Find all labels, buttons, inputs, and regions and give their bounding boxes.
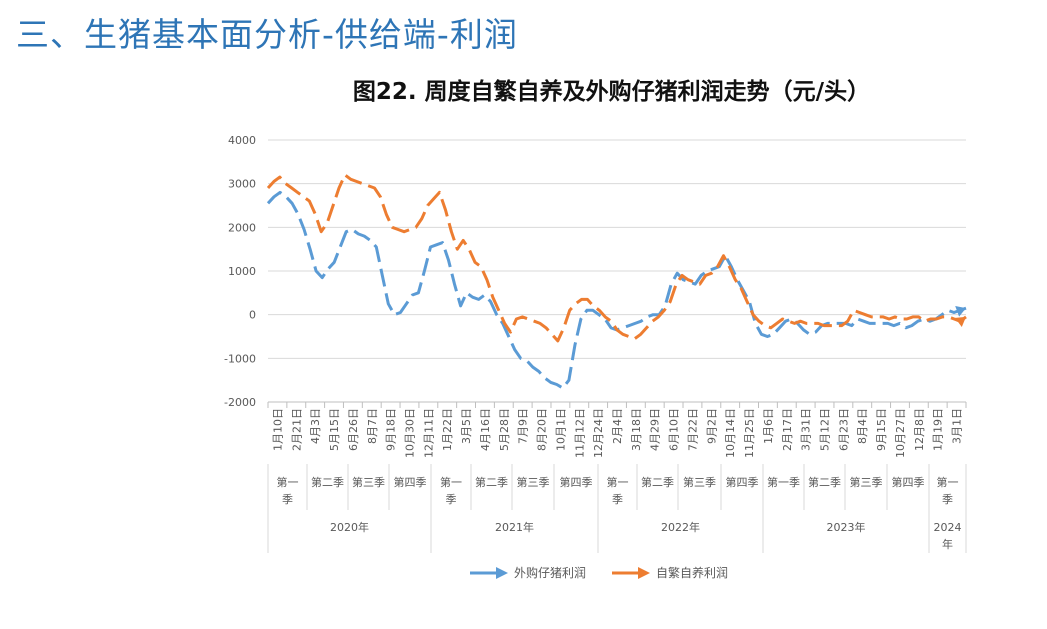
- x-date-label: 8月20日: [536, 408, 549, 451]
- x-date-label: 6月10日: [668, 408, 681, 451]
- x-date-label: 1月19日: [932, 408, 945, 451]
- year-label: 2021年: [495, 520, 534, 534]
- x-date-label: 12月8日: [913, 408, 926, 451]
- x-date-label: 1月22日: [441, 408, 454, 451]
- x-date-label: 4月3日: [309, 408, 322, 444]
- x-date-label: 5月15日: [328, 408, 341, 451]
- x-date-label: 1月10日: [271, 408, 284, 451]
- x-date-label: 11月12日: [573, 408, 586, 458]
- year-label: 2023年: [827, 520, 866, 534]
- x-date-label: 11月25日: [743, 408, 756, 458]
- year-label: 2024 年: [934, 521, 962, 551]
- x-date-label: 2月17日: [781, 408, 794, 451]
- series-lines: [266, 173, 967, 390]
- x-date-label: 12月24日: [592, 408, 605, 458]
- quarter-label: 第四季: [726, 475, 759, 489]
- x-date-label: 10月1日: [554, 408, 567, 451]
- quarter-label: 第三季: [850, 475, 883, 489]
- legend-swatch-arrow: [638, 567, 650, 579]
- x-date-label: 4月16日: [479, 408, 492, 451]
- legend-swatch-arrow: [496, 567, 508, 579]
- quarter-label: 第一季: [607, 475, 629, 506]
- series-end-arrow: [955, 306, 966, 317]
- x-date-label: 9月2日: [705, 408, 718, 444]
- legend: 外购仔猪利润 自繁自养利润: [470, 565, 728, 580]
- x-date-label: 3月31日: [800, 408, 813, 451]
- x-date-label: 6月23日: [837, 408, 850, 451]
- quarter-label: 第三季: [517, 475, 550, 489]
- x-date-label: 4月29日: [649, 408, 662, 451]
- y-tick-label: -2000: [224, 396, 256, 409]
- x-date-label: 1月6日: [762, 408, 775, 444]
- legend-label: 自繁自养利润: [656, 565, 728, 580]
- x-date-label: 5月12日: [819, 408, 832, 451]
- y-tick-label: 3000: [228, 178, 256, 191]
- quarter-label: 第四季: [394, 475, 427, 489]
- quarter-label: 第二季: [808, 475, 841, 489]
- quarter-label: 第四季: [560, 475, 593, 489]
- year-label: 2022年: [661, 520, 700, 534]
- quarter-label: 第一季: [767, 475, 800, 489]
- quarter-label: 第一季: [440, 475, 462, 506]
- series-line-self-bred: [266, 173, 967, 343]
- quarter-label: 第三季: [352, 475, 385, 489]
- quarter-label: 第四季: [892, 475, 925, 489]
- year-label: 2020年: [330, 520, 369, 534]
- page-title: 三、生猪基本面分析-供给端-利润: [16, 15, 518, 54]
- x-date-label: 10月14日: [724, 408, 737, 458]
- quarter-label: 第二季: [641, 475, 674, 489]
- x-date-label: 8月4日: [856, 408, 869, 444]
- x-date-label: 5月28日: [498, 408, 511, 451]
- x-date-label: 9月18日: [385, 408, 398, 451]
- category-axis: 1月10日 2月21日 4月3日 5月15日 6月26日 8月7日 9月18日 10月30日 1…: [267, 401, 967, 553]
- x-date-label: 2月4日: [611, 408, 624, 444]
- x-date-label: 3月1日: [951, 408, 964, 444]
- quarter-label: 第一季: [277, 475, 299, 506]
- y-axis-ticks: 4000 3000 2000 1000 0 -1000 -2000: [224, 134, 256, 409]
- y-tick-label: 0: [249, 309, 256, 322]
- quarter-label: 第一季: [937, 475, 959, 506]
- y-tick-label: 2000: [228, 221, 256, 234]
- x-date-label: 12月11日: [422, 408, 435, 458]
- x-date-label: 8月7日: [366, 408, 379, 444]
- y-tick-label: 1000: [228, 265, 256, 278]
- series-end-arrow: [955, 316, 966, 328]
- quarter-label: 第二季: [475, 475, 508, 489]
- gridlines: [268, 139, 966, 403]
- chart-title: 图22. 周度自繁自养及外购仔猪利润走势（元/头）: [352, 79, 871, 105]
- quarter-label: 第二季: [311, 475, 344, 489]
- x-date-label: 10月27日: [894, 408, 907, 458]
- x-date-label: 3月5日: [460, 408, 473, 444]
- x-date-label: 6月26日: [347, 408, 360, 451]
- x-date-label: 9月15日: [875, 408, 888, 451]
- x-date-label: 3月18日: [630, 408, 643, 451]
- legend-label: 外购仔猪利润: [514, 565, 586, 580]
- y-tick-label: -1000: [224, 352, 256, 365]
- x-date-label: 2月21日: [290, 408, 303, 451]
- y-tick-label: 4000: [228, 134, 256, 147]
- x-date-label: 7月22日: [686, 408, 699, 451]
- x-date-label: 10月30日: [403, 408, 416, 458]
- quarter-label: 第三季: [683, 475, 716, 489]
- x-date-label: 7月9日: [517, 408, 530, 444]
